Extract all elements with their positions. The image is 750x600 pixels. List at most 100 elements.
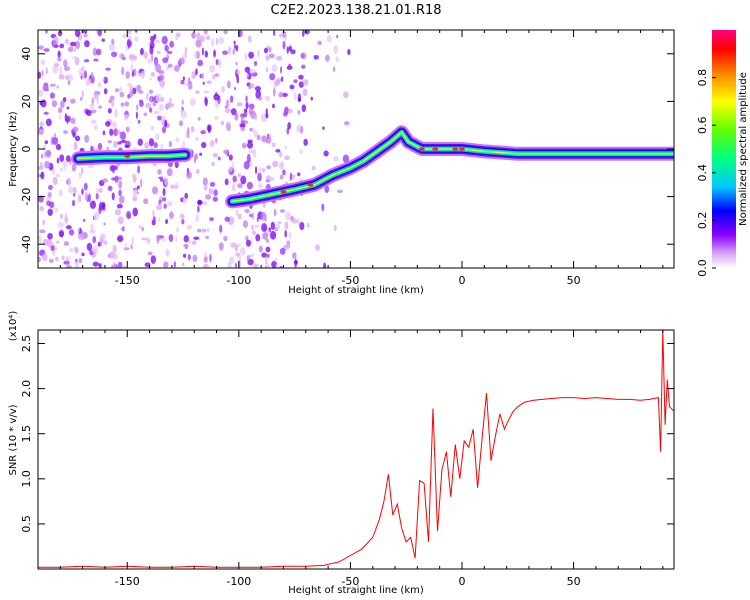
noise-blob: [232, 175, 237, 183]
noise-blob: [121, 54, 124, 58]
noise-blob: [49, 83, 56, 87]
noise-blob: [187, 77, 191, 85]
noise-blob: [98, 206, 102, 215]
noise-blob: [74, 40, 81, 50]
noise-blob: [74, 135, 81, 142]
noise-blob: [244, 52, 248, 61]
noise-blob: [73, 141, 78, 151]
noise-blob: [168, 140, 173, 148]
noise-blob: [98, 263, 102, 268]
noise-blob: [286, 243, 290, 251]
noise-blob: [208, 64, 216, 73]
noise-blob: [120, 139, 127, 144]
noise-blob: [271, 142, 276, 148]
noise-blob: [208, 188, 214, 195]
noise-blob: [256, 134, 261, 141]
noise-blob: [268, 53, 275, 59]
noise-blob: [241, 142, 247, 149]
noise-blob: [275, 221, 281, 231]
spectrogram-x-tick-label: -150: [115, 274, 140, 287]
noise-blob: [213, 49, 216, 58]
noise-blob: [251, 224, 254, 231]
noise-blob: [211, 38, 215, 47]
noise-blob: [236, 69, 241, 75]
noise-blob: [246, 153, 251, 163]
noise-blob: [58, 107, 63, 114]
noise-blob: [336, 34, 339, 39]
noise-blob: [93, 124, 98, 131]
noise-blob: [57, 30, 63, 37]
noise-blob: [186, 224, 193, 230]
noise-blob: [89, 200, 97, 210]
noise-blob: [236, 102, 243, 107]
noise-blob: [254, 224, 260, 228]
noise-blob: [279, 265, 283, 268]
noise-blob: [301, 64, 306, 69]
noise-blob: [264, 95, 271, 102]
noise-blob: [68, 186, 74, 194]
noise-blob: [204, 97, 208, 107]
noise-blob: [187, 253, 191, 261]
noise-blob: [323, 262, 327, 268]
noise-blob: [194, 153, 199, 160]
noise-blob: [65, 115, 72, 121]
noise-blob: [45, 150, 52, 156]
noise-blob: [187, 126, 190, 136]
noise-blob: [260, 113, 267, 123]
noise-blob: [56, 240, 60, 244]
noise-blob: [221, 85, 225, 93]
spectrogram-marks: [38, 30, 674, 268]
noise-blob: [137, 138, 143, 146]
noise-blob: [111, 121, 118, 129]
noise-blob: [48, 184, 53, 191]
noise-blob: [280, 76, 284, 82]
noise-blob: [251, 211, 255, 221]
noise-blob: [121, 66, 125, 76]
noise-blob: [132, 207, 139, 217]
noise-blob: [180, 110, 187, 119]
noise-blob: [323, 150, 329, 157]
noise-blob: [168, 234, 174, 243]
noise-blob: [158, 217, 161, 222]
snr-panel: -150 -100 -50 0 50 0.5 1.0 1.5 2.0 2.5 Height of…: [8, 311, 675, 596]
noise-blob: [182, 76, 185, 81]
noise-blob: [152, 209, 155, 217]
noise-blob: [297, 109, 301, 115]
noise-blob: [178, 120, 184, 127]
noise-blob: [200, 72, 205, 79]
noise-blob: [197, 117, 201, 121]
noise-blob: [288, 231, 292, 240]
noise-blob: [180, 79, 185, 85]
noise-blob: [186, 171, 192, 179]
noise-blob: [151, 186, 159, 195]
noise-blob: [112, 141, 118, 148]
noise-blob: [175, 35, 178, 41]
chart-title: C2E2.2023.138.21.01.R18: [270, 3, 441, 18]
noise-blob: [197, 200, 203, 205]
noise-blob: [114, 109, 118, 118]
noise-blob: [230, 108, 237, 116]
noise-blob: [207, 124, 211, 134]
noise-blob: [299, 221, 305, 231]
noise-blob: [279, 174, 284, 180]
noise-blob: [332, 155, 339, 162]
spectrogram-x-tick-label: -50: [341, 274, 359, 287]
noise-blob: [47, 208, 53, 217]
noise-blob: [41, 69, 44, 77]
noise-blob: [105, 67, 111, 71]
ridge-hotspot: [124, 154, 131, 158]
noise-blob: [287, 122, 292, 130]
noise-blob: [169, 97, 172, 104]
noise-blob: [225, 121, 231, 130]
noise-blob: [64, 38, 69, 45]
noise-blob: [282, 32, 287, 38]
noise-blob: [41, 252, 48, 262]
noise-blob: [39, 205, 45, 212]
spectrogram-panel: -150 -100 -50 0 50 -40 -20 0 20 40 Height of str…: [8, 29, 675, 296]
noise-blob: [254, 112, 258, 121]
noise-blob: [169, 40, 175, 48]
snr-x-tick-label: -100: [226, 575, 251, 588]
noise-blob: [40, 59, 46, 66]
noise-blob: [127, 82, 132, 88]
noise-blob: [124, 242, 127, 250]
